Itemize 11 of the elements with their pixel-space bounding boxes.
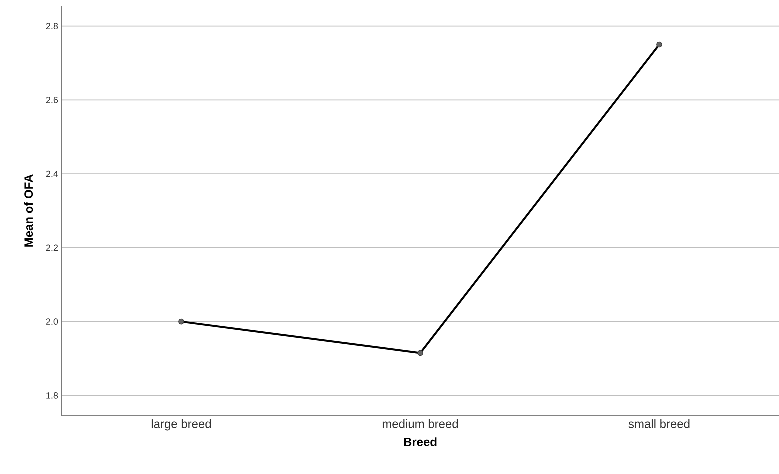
y-tick-label: 2.6 (46, 96, 58, 104)
y-tick-label: 2.4 (46, 170, 58, 178)
y-tick-label: 1.8 (46, 392, 58, 399)
x-tick-label: medium breed (382, 420, 458, 428)
y-tick-label: 2.2 (46, 244, 58, 252)
x-tick-label: large breed (152, 420, 212, 431)
x-tick-label: small breed (628, 420, 690, 428)
y-tick-label: 2.8 (46, 23, 58, 30)
y-tick-label: 2.0 (46, 318, 58, 325)
x-axis-title: Breed (404, 438, 437, 446)
y-axis-title: Mean of OFA (24, 174, 34, 247)
